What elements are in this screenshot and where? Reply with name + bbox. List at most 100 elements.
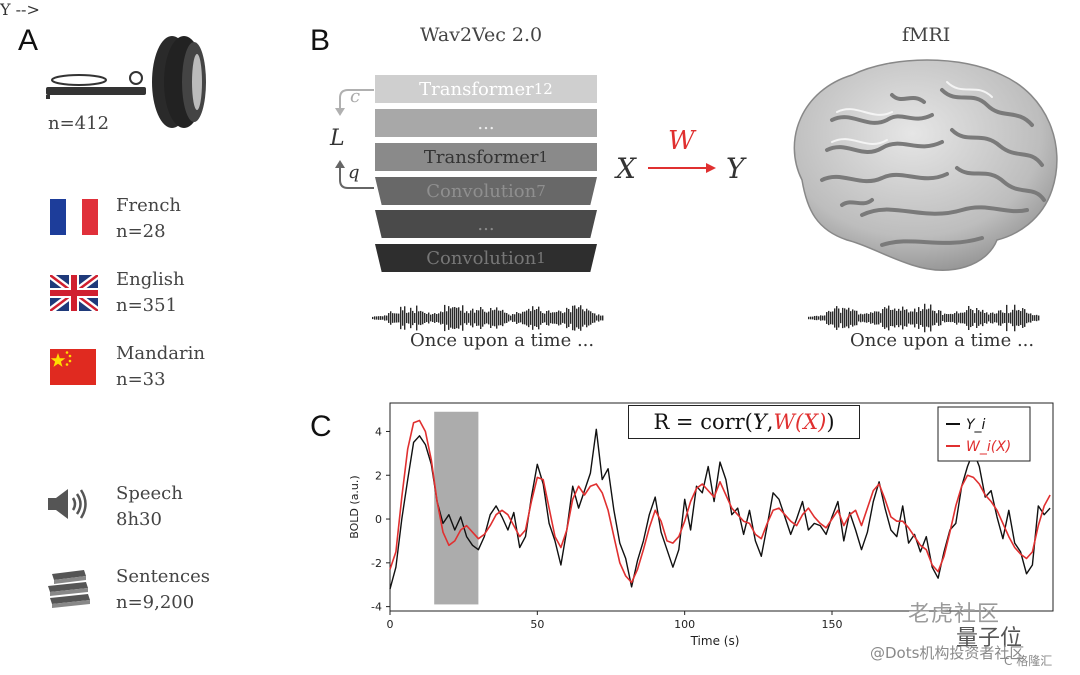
waveform-bar bbox=[950, 313, 952, 323]
waveform-bar bbox=[588, 310, 590, 326]
model-title: Wav2Vec 2.0 bbox=[420, 24, 543, 46]
waveform-bar bbox=[584, 311, 586, 325]
waveform-bar bbox=[520, 313, 522, 323]
y-tick-label: 0 bbox=[375, 513, 382, 526]
waveform-bar bbox=[1008, 313, 1010, 323]
waveform-bar bbox=[970, 308, 972, 328]
waveform-bar bbox=[508, 314, 510, 322]
waveform-bar bbox=[426, 313, 428, 323]
waveform-bar bbox=[900, 310, 902, 326]
waveform-bar bbox=[406, 312, 408, 324]
waveform-bar bbox=[886, 308, 888, 328]
waveform-bar bbox=[598, 314, 600, 322]
waveform-bar bbox=[914, 308, 916, 328]
waveform-bar bbox=[1030, 313, 1032, 323]
waveform-bar bbox=[958, 313, 960, 323]
waveform-bar bbox=[564, 312, 566, 324]
waveform-bar bbox=[1016, 310, 1018, 326]
waveform-bar bbox=[590, 311, 592, 325]
layer-name: Transformer bbox=[419, 78, 534, 100]
waveform-bar bbox=[908, 312, 910, 324]
waveform-bar bbox=[870, 312, 872, 324]
fmri-title: fMRI bbox=[902, 24, 951, 46]
waveform-bar bbox=[888, 305, 890, 331]
waveform-bar bbox=[852, 309, 854, 327]
waveform-bar bbox=[816, 315, 818, 321]
layer-transformer-ellipsis: ... bbox=[375, 109, 597, 137]
mri-scanner-icon bbox=[46, 36, 206, 128]
waveform-bar bbox=[876, 311, 878, 325]
waveform-bar bbox=[988, 314, 990, 322]
waveform-bar bbox=[538, 306, 540, 330]
waveform-bar bbox=[1004, 312, 1006, 324]
waveform-bar bbox=[478, 310, 480, 326]
waveform-bar bbox=[946, 313, 948, 323]
waveform-bar bbox=[892, 309, 894, 327]
waveform-bar bbox=[820, 315, 822, 321]
waveform-bar bbox=[952, 314, 954, 322]
waveform-bar bbox=[594, 313, 596, 323]
books-icon bbox=[48, 570, 90, 608]
waveform-bar bbox=[504, 312, 506, 324]
waveform-bar bbox=[1002, 312, 1004, 324]
waveform-bar bbox=[516, 311, 518, 325]
waveform-bar bbox=[420, 310, 422, 326]
waveform-bar bbox=[954, 313, 956, 323]
waveform-bar bbox=[878, 311, 880, 325]
waveform-bar bbox=[884, 307, 886, 329]
waveform-bar bbox=[468, 313, 470, 323]
waveform-bar bbox=[904, 309, 906, 327]
waveform-bar bbox=[498, 310, 500, 326]
waveform-bar bbox=[460, 310, 462, 326]
symbol-W: W bbox=[668, 126, 695, 156]
audio-caption-right: Once upon a time ... bbox=[850, 330, 1035, 351]
waveform-bar bbox=[936, 313, 938, 323]
waveform-bar bbox=[522, 311, 524, 325]
language-name: Mandarin bbox=[116, 343, 205, 364]
waveform-bar bbox=[842, 307, 844, 329]
waveform-bar bbox=[1018, 309, 1020, 327]
waveform-bar bbox=[472, 308, 474, 328]
x-tick-label: 150 bbox=[822, 618, 843, 631]
waveform-bar bbox=[940, 310, 942, 326]
waveform-bar bbox=[896, 310, 898, 326]
waveform-bar bbox=[392, 313, 394, 323]
audio-caption-left: Once upon a time ... bbox=[410, 330, 595, 351]
china-flag-icon bbox=[50, 349, 96, 385]
waveform-bar bbox=[898, 308, 900, 328]
waveform-bar bbox=[486, 312, 488, 324]
waveform-bar bbox=[462, 305, 464, 331]
y-tick-label: -4 bbox=[371, 601, 382, 614]
waveform-bar bbox=[566, 307, 568, 329]
waveform-bar bbox=[994, 313, 996, 323]
waveform-bar bbox=[452, 307, 454, 329]
waveform-bar bbox=[532, 306, 534, 330]
y-axis-label: BOLD (a.u.) bbox=[348, 475, 361, 538]
waveform-bar bbox=[534, 309, 536, 327]
waveform-bar bbox=[578, 307, 580, 329]
waveform-bar bbox=[812, 316, 814, 320]
layer-sub: 1 bbox=[536, 249, 546, 267]
highlight-band bbox=[434, 411, 479, 605]
series-line-y bbox=[389, 428, 1051, 590]
waveform-bar bbox=[496, 307, 498, 329]
waveform-bar bbox=[968, 305, 970, 331]
waveform-bar bbox=[996, 313, 998, 323]
waveform-bar bbox=[1020, 311, 1022, 325]
language-name: English bbox=[116, 269, 185, 290]
waveform-bar bbox=[470, 310, 472, 326]
loss-bracket bbox=[335, 89, 374, 189]
waveform-bar bbox=[824, 315, 826, 321]
waveform-bar bbox=[1024, 309, 1026, 327]
waveform-bar bbox=[894, 308, 896, 328]
language-french: French n=28 bbox=[116, 193, 181, 245]
formula-Y: Y bbox=[752, 410, 767, 434]
waveform-bar bbox=[926, 309, 928, 327]
waveform-bar bbox=[480, 307, 482, 329]
waveform-bar bbox=[882, 309, 884, 327]
waveform-bar bbox=[920, 310, 922, 326]
waveform-bar bbox=[476, 310, 478, 326]
waveform-bar bbox=[528, 308, 530, 328]
correlation-formula: R = corr(Y, W(X)) bbox=[628, 405, 860, 439]
waveform-bar bbox=[484, 311, 486, 325]
